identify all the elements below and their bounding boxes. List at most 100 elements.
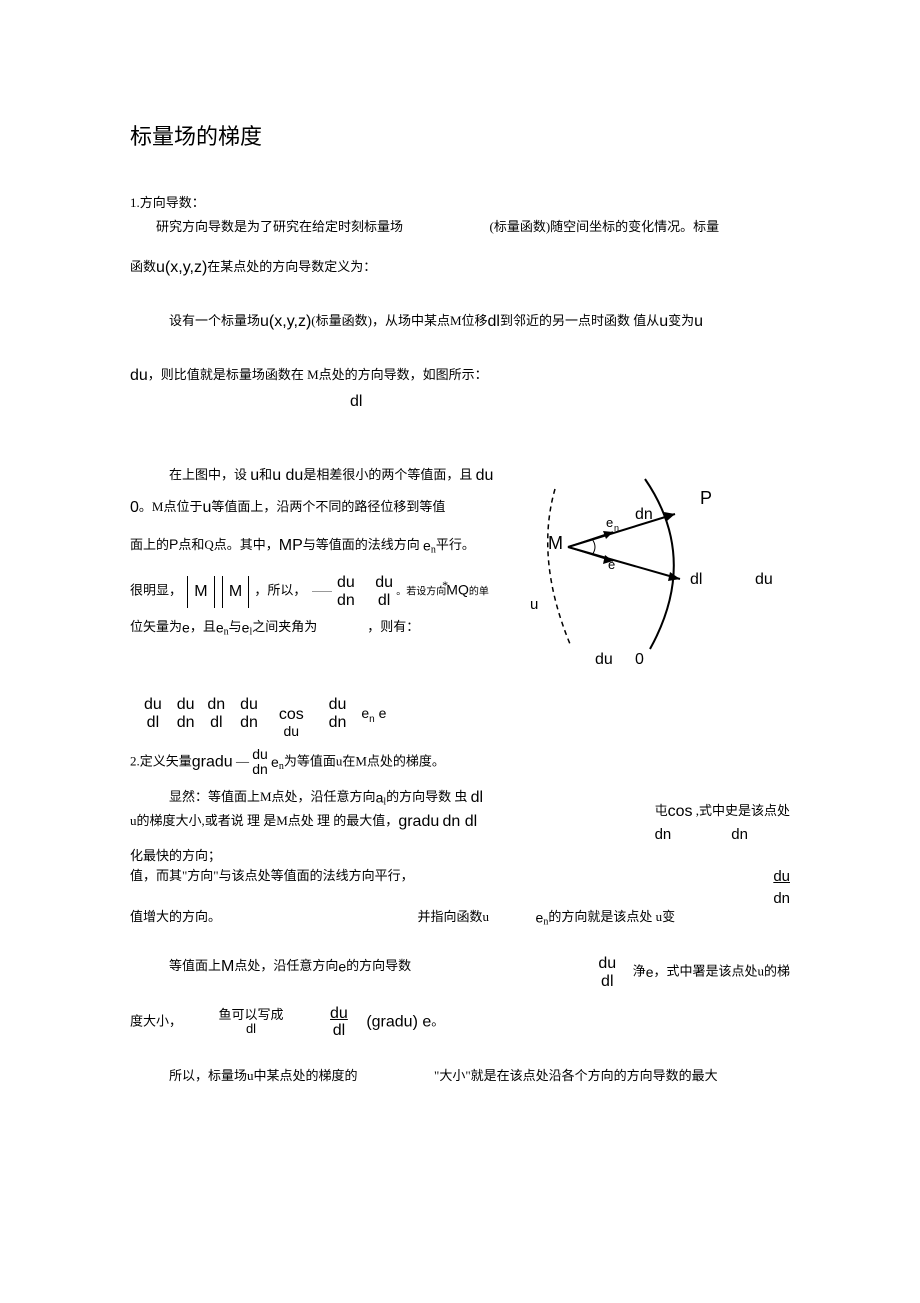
text: 位矢量为 xyxy=(130,619,182,634)
f: MQ xyxy=(446,582,469,598)
text: 等值面上，沿两个不同的路径位移到等值 xyxy=(211,499,445,514)
text: 研究方向导数是为了研究在给定时刻标量场 xyxy=(156,219,403,234)
gradient-diagram: P M dn dl e n e u du du 0 xyxy=(530,469,790,675)
formula-u2: u(x,y,z) xyxy=(260,313,311,330)
text: ，所以， xyxy=(254,583,306,598)
f: MP xyxy=(279,537,303,554)
f: du xyxy=(476,467,494,484)
f: e xyxy=(423,538,431,554)
text: 是相差很小的两个等值面，且 xyxy=(303,467,475,482)
formula-u3: u xyxy=(659,313,668,330)
f: (gradu) e xyxy=(366,1013,431,1030)
f: e xyxy=(182,620,190,636)
diagram-label-du1: du xyxy=(755,571,773,588)
section2-row7: 所以，标量场u中某点处的梯度的 "大小"就是在该点处沿各个方向的方向导数的最大 xyxy=(130,1066,790,1086)
text: 所以，标量场u中某点处的梯度的 xyxy=(169,1068,358,1083)
page-title: 标量场的梯度 xyxy=(130,120,790,153)
formula-du: du xyxy=(130,367,148,384)
diagram-context: P M dn dl e n e u du du 0 在上图中，设 u和u du是… xyxy=(130,464,790,739)
text: 的方向导数 xyxy=(346,958,411,973)
text: 到邻近的另一点时函数 值从 xyxy=(500,313,659,328)
diagram-label-P: P xyxy=(700,488,712,508)
equation-line: dudl dudn dndl dudn cosdu dudn en e xyxy=(144,689,790,740)
text: u的梯度大小,或者说 理 是M点处 理 的最大值， xyxy=(130,813,398,828)
f: dl xyxy=(471,789,483,806)
formula-dl2: dl xyxy=(350,393,362,410)
section2-row2: 化最快的方向； xyxy=(130,846,790,866)
text: 与 xyxy=(229,619,242,634)
section2-row6: 度大小， 鱼可以写成dl dudl (gradu) e。 xyxy=(130,1005,790,1040)
diagram-label-dn: dn xyxy=(635,506,653,523)
text: (标量函数)，从场中某点M位移 xyxy=(311,313,487,328)
text: 点和Q点。其中， xyxy=(178,537,278,552)
text: 等值面上 xyxy=(169,958,221,973)
para-def-1: 设有一个标量场u(x,y,z)(标量函数)，从场中某点M位移dl到邻近的另一点时… xyxy=(130,310,790,334)
f: cos xyxy=(668,803,693,820)
diagram-label-ensub: n xyxy=(614,523,619,533)
text: 。M点位于 xyxy=(139,499,203,514)
para-def-2: du，则比值就是标量场函数在 M点处的方向导数，如图所示： dl xyxy=(130,364,790,414)
text: ，且 xyxy=(190,619,216,634)
diagram-label-e1: e xyxy=(606,515,613,530)
text: 度大小， xyxy=(130,1013,182,1028)
f: e xyxy=(216,620,224,636)
section2-heading: 2.定义矢量gradu — du dn en为等值面u在M点处的梯度。 xyxy=(130,747,790,778)
text: 平行。 xyxy=(436,537,475,552)
f: u du xyxy=(272,467,303,484)
text: 和 xyxy=(259,467,272,482)
text: 值，而其"方向"与该点处等值面的法线方向平行， xyxy=(130,868,414,883)
text: 。若设方向 xyxy=(396,587,446,598)
text: 浄 xyxy=(633,964,646,979)
box-m: M xyxy=(222,576,249,608)
text: ,式中史是该点处 xyxy=(692,803,790,818)
f: dn dl xyxy=(442,813,477,830)
para-intro-2: 函数u(x,y,z)在某点处的方向导数定义为： xyxy=(130,256,790,280)
para-intro-1: 研究方向导数是为了研究在给定时刻标量场 (标量函数)随空间坐标的变化情况。标量 xyxy=(130,217,790,237)
text: 的单 xyxy=(469,587,489,598)
section2-row5: 等值面上M点处，沿任意方向e的方向导数 dudl 浄e，式中署是该点处u的梯 xyxy=(130,955,790,990)
diagram-label-e2: e xyxy=(608,557,615,572)
text: 为等值面u在M点处的梯度。 xyxy=(284,753,445,768)
text: 化最快的方向； xyxy=(130,848,221,863)
text: 显然：等值面上M点处，沿任意方向 xyxy=(169,789,376,804)
f: M xyxy=(221,958,234,975)
text: 面上的 xyxy=(130,537,169,552)
f: 0 xyxy=(130,499,139,516)
text: 屯 xyxy=(655,803,668,818)
text: ，则有： xyxy=(367,619,419,634)
diagram-label-zero: 0 xyxy=(635,651,644,668)
diagram-label-M: M xyxy=(548,533,563,553)
text: 点处，沿任意方向 xyxy=(234,958,338,973)
frac: du dn xyxy=(337,574,355,609)
text: "大小"就是在该点处沿各个方向的方向导数的最大 xyxy=(434,1068,718,1083)
text: 在上图中，设 xyxy=(169,467,250,482)
f: u xyxy=(250,467,259,484)
text: 的方向导数 虫 xyxy=(386,789,471,804)
text: 。 xyxy=(431,1013,444,1028)
diagram-label-dl: dl xyxy=(690,571,702,588)
text: 2.定义矢量 xyxy=(130,753,192,768)
text: 函数 xyxy=(130,259,156,274)
formula-u4: u xyxy=(694,313,703,330)
section2-row1: 显然：等值面上M点处，沿任意方向al的方向导数 虫 dl u的梯度大小,或者说 … xyxy=(130,786,790,847)
section2-row3: 值，而其"方向"与该点处等值面的法线方向平行， du dn xyxy=(130,866,790,911)
text: 之间夹角为 xyxy=(252,619,317,634)
section1-heading: 1.方向导数： xyxy=(130,193,790,213)
text: 值增大的方向。 xyxy=(130,909,221,924)
f: P xyxy=(169,536,178,552)
text: — xyxy=(233,753,253,768)
formula-dl: dl xyxy=(488,313,500,330)
text: 很明显， xyxy=(130,583,182,598)
text: 与等值面的法线方向 xyxy=(303,537,423,552)
text: (标量函数)随空间坐标的变化情况。标量 xyxy=(490,219,720,234)
text: 并指向函数u xyxy=(418,909,490,924)
f: e xyxy=(271,754,279,770)
box-m: M xyxy=(187,576,214,608)
f: e xyxy=(338,959,346,975)
text: 就是标量场函数在 M点处的方向导数，如图所示： xyxy=(200,367,488,382)
diagram-label-du2: du xyxy=(595,651,613,668)
f: gradu xyxy=(398,813,439,830)
text: 在某点处的方向导数定义为： xyxy=(207,259,376,274)
f: gradu xyxy=(192,753,233,770)
text: ，式中署是该点处u的梯 xyxy=(653,964,790,979)
